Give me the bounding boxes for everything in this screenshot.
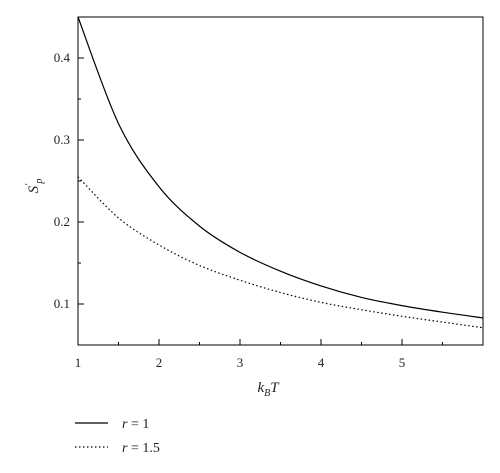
x-tick-label: 4: [318, 355, 325, 370]
x-tick-label: 1: [75, 355, 82, 370]
y-tick-label: 0.3: [54, 132, 70, 147]
x-tick-label: 3: [237, 355, 244, 370]
y-tick-label: 0.2: [54, 214, 70, 229]
axis-ticks: 1 2 3 4 5 0.1 0.2 0.3 0.4: [54, 16, 443, 370]
series-line-r15: [77, 176, 484, 329]
x-tick-label: 5: [399, 355, 406, 370]
plot-frame: [77, 16, 484, 346]
legend-label-r1: r = 1: [122, 417, 149, 432]
y-tick-label: 0.1: [54, 296, 70, 311]
legend: r = 1 r = 1.5: [75, 417, 160, 456]
x-axis-label: kBT: [257, 380, 280, 399]
y-tick-label: 0.4: [54, 50, 71, 65]
series-lines: [77, 16, 484, 329]
y-axis-label: S′p: [24, 179, 45, 194]
x-tick-label: 2: [156, 355, 163, 370]
series-line-r1: [77, 16, 484, 319]
plot-area: [77, 16, 484, 346]
legend-label-r15: r = 1.5: [122, 441, 160, 456]
